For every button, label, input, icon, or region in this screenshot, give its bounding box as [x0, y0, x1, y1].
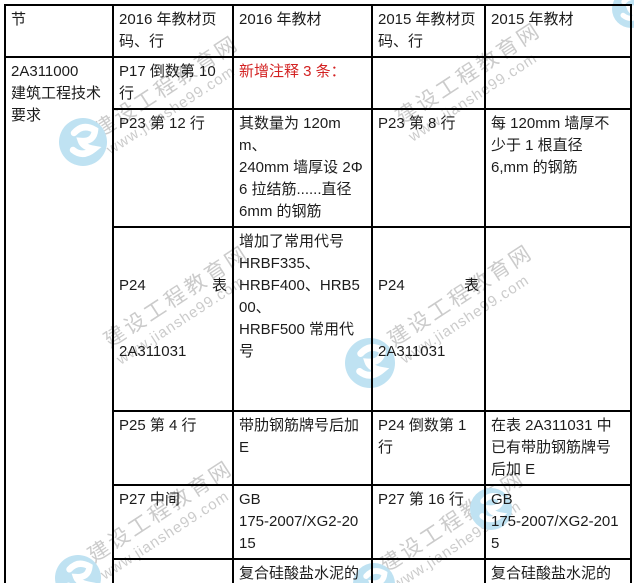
- table-header-row: 节 2016 年教材页 码、行 2016 年教材 2015 年教材页 码、行 2…: [4, 4, 632, 58]
- textbook-comparison-table: 节 2016 年教材页 码、行 2016 年教材 2015 年教材页 码、行 2…: [4, 4, 632, 583]
- table-row: P23 第 12 行 其数量为 120mm、 240mm 墙厚设 2Φ 6 拉结…: [5, 108, 632, 228]
- cell-2015-content: GB 175-2007/XG2-2015: [484, 484, 632, 560]
- cell-2015-page: P27 第 16 行: [371, 484, 486, 560]
- cell-2016-content: GB 175-2007/XG2-2015: [232, 484, 373, 560]
- header-cell-2015-content: 2015 年教材: [484, 4, 632, 58]
- page-ref-line2: 2A311031: [378, 343, 446, 360]
- cell-2016-content: 复合硅酸盐水泥的强度等级单列，删除了“32.5”；增加了注释 “2. 与GB17…: [232, 558, 373, 583]
- header-cell-2016-page: 2016 年教材页 码、行: [112, 4, 234, 58]
- cell-2016-page: P23 第 12 行: [112, 108, 234, 228]
- table-row: P27 中间 GB 175-2007/XG2-2015 P27 第 16 行 G…: [5, 484, 632, 560]
- cell-2015-page: P24 表 2A311031: [371, 226, 486, 412]
- change-text: 复合硅酸盐水泥的强度等级单列，删除了“32.5”；增加了注释 “: [239, 565, 360, 582]
- cell-2015-content: [484, 56, 632, 110]
- cell-2016-content: 增加了常用代号 HRBF335、 HRBF400、HRB500、 HRBF500…: [232, 226, 373, 412]
- cell-2015-page: [371, 56, 486, 110]
- section-cell: 2A311000 建筑工程技术要求: [4, 56, 114, 583]
- cell-2016-page: P17 倒数第 10 行: [112, 56, 234, 110]
- table-row: P24 表 2A311031 增加了常用代号 HRBF335、 HRBF400、…: [5, 226, 632, 412]
- cell-2016-page: P27 中间: [112, 484, 234, 560]
- cell-2015-page: P27 ， 表 2A311032-1: [371, 558, 486, 583]
- header-cell-2016-content: 2016 年教材: [232, 4, 373, 58]
- cell-2015-page: P23 第 8 行: [371, 108, 486, 228]
- cell-2016-content: 其数量为 120mm、 240mm 墙厚设 2Φ 6 拉结筋......直径 6…: [232, 108, 373, 228]
- table-row: P25 第 4 行 带肋钢筋牌号后加 E P24 倒数第 1 行 在表 2A31…: [5, 410, 632, 486]
- page-ref-line: P24 表: [378, 277, 479, 294]
- cell-2015-content: [484, 226, 632, 412]
- table-row: 2A311000 建筑工程技术要求 P17 倒数第 10 行 新增注释 3 条：: [4, 56, 632, 583]
- cell-2015-page: P24 倒数第 1 行: [371, 410, 486, 486]
- table-row: P27 ， 表 2A311032-1 复合硅酸盐水泥的强度等级单列，删除了“32…: [5, 558, 632, 583]
- cell-2016-page: P27 ， 表 2A311032-1: [112, 558, 234, 583]
- cell-2016-page: P25 第 4 行: [112, 410, 234, 486]
- page-ref-line2: 2A311031: [119, 343, 187, 360]
- cell-2015-content: 在表 2A311031 中 已有带肋钢筋牌号 后加 E: [484, 410, 632, 486]
- page-ref-line: P24 表: [119, 277, 227, 294]
- new-note-text: 新增注释 3 条：: [239, 63, 346, 80]
- header-cell-section: 节: [4, 4, 114, 58]
- cell-2015-content: 每 120mm 墙厚不 少于 1 根直径 6,mm 的钢筋: [484, 108, 632, 228]
- cell-2016-page: P24 表 2A311031: [112, 226, 234, 412]
- cell-2016-content: 新增注释 3 条：: [232, 56, 373, 110]
- cell-2015-content: 复合硅酸盐水泥的 强度等级包括 “32.5”: [484, 558, 632, 583]
- header-cell-2015-page: 2015 年教材页 码、行: [371, 4, 486, 58]
- cell-2016-content: 带肋钢筋牌号后加 E: [232, 410, 373, 486]
